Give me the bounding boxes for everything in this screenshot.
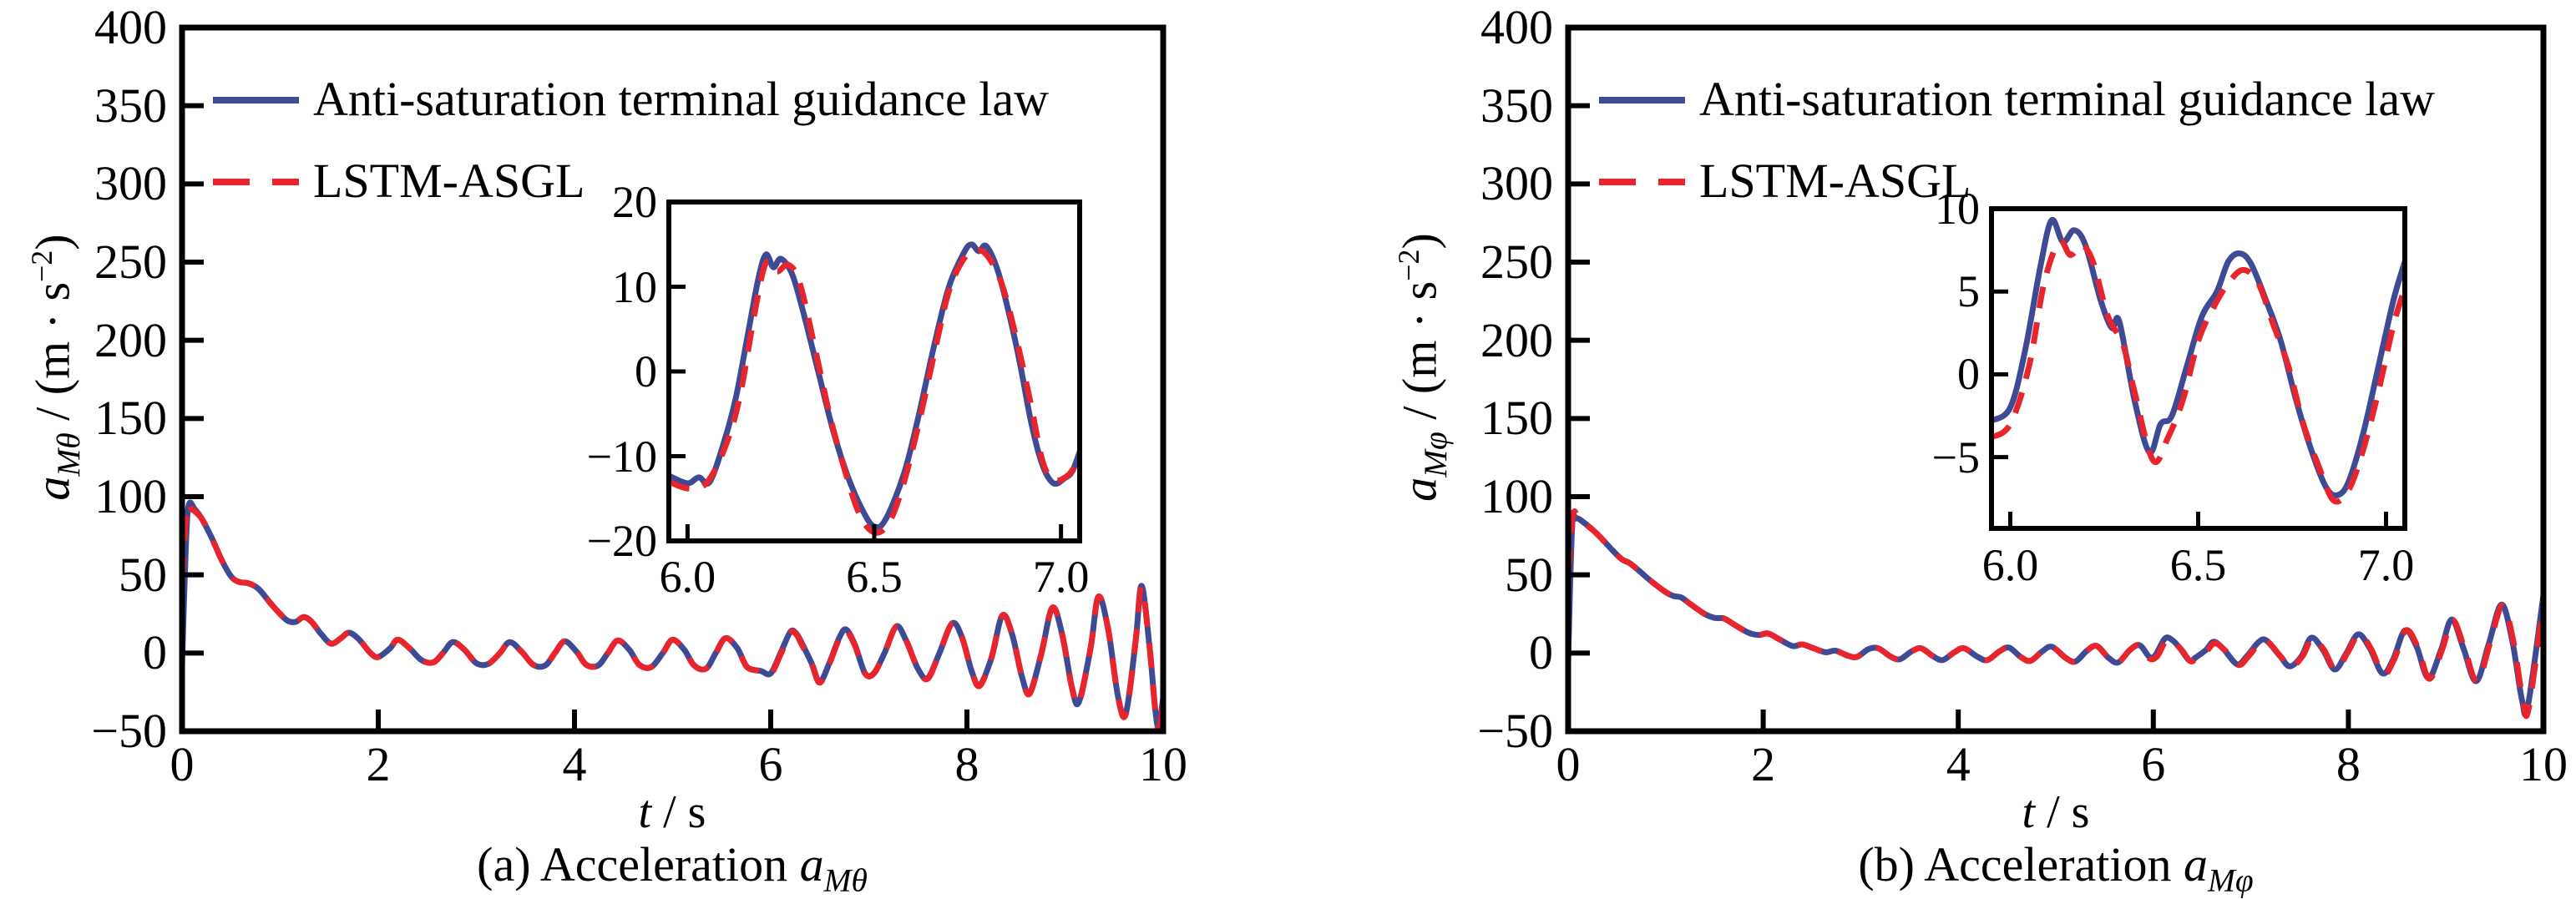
chart-b-frame — [1565, 24, 2547, 735]
chart-a-series-lstm-asgl — [182, 500, 1163, 731]
chart-a-y-tick-label: 200 — [94, 312, 167, 367]
chart-b-inset-x-tick-label: 6.0 — [1981, 540, 2039, 590]
chart-b-x-tick-label: 6 — [2141, 737, 2166, 791]
y-axis-exponent: −2 — [1392, 249, 1426, 281]
chart-b-y-tick-label: 350 — [1480, 78, 1553, 133]
chart-a-legend-label: Anti-saturation terminal guidance law — [313, 72, 1049, 126]
chart-b-y-tick-label: 400 — [1480, 0, 1553, 54]
chart-a-series-anti-saturation — [182, 499, 1163, 730]
chart-a-y-tick-label: 50 — [119, 547, 167, 602]
caption-text: Acceleration — [530, 837, 800, 891]
chart-a-inset-y-tick-label: 10 — [612, 261, 657, 312]
chart-b-inset-y-tick-label: 10 — [1935, 184, 1980, 234]
chart-b-x-tick-label: 8 — [2336, 737, 2361, 791]
chart-b-y-tick-label: 300 — [1480, 156, 1553, 211]
x-axis-label-a: t / s — [547, 785, 797, 839]
chart-b-legend-label: LSTM-ASGL — [1699, 154, 1971, 208]
chart-a-inset-x-tick-label: 6.5 — [846, 552, 903, 602]
x-axis-label-b: t / s — [1931, 785, 2181, 839]
chart-b-inset-y-tick-label: −5 — [1931, 432, 1980, 482]
y-axis-variable: a — [1392, 477, 1447, 502]
caption-variable: a — [2184, 837, 2209, 891]
chart-a-legend-label: LSTM-ASGL — [313, 154, 585, 208]
y-axis-label-b: aMφ / (m · s−2) — [1392, 233, 1454, 502]
chart-a-inset-series-anti-saturation — [669, 241, 1080, 531]
chart-b-inset-y-tick-label: 5 — [1957, 266, 1980, 317]
y-axis-unit-close: ) — [25, 234, 80, 250]
chart-b-x-tick-label: 4 — [1946, 737, 1971, 791]
chart-a-y-tick-label: 400 — [94, 0, 167, 54]
x-axis-variable: t — [2022, 786, 2036, 838]
chart-a-inset-x-tick-label: 7.0 — [1032, 552, 1090, 602]
chart-a-y-tick-label: 150 — [94, 391, 167, 446]
x-axis-unit: / s — [2035, 786, 2090, 838]
caption-subscript: Mθ — [823, 861, 868, 899]
chart-a-y-tick-label: −50 — [91, 704, 167, 758]
y-axis-unit: / (m · s — [1392, 280, 1447, 432]
chart-a-inset-frame — [666, 199, 1082, 543]
subplot-caption-a: (a) Acceleration aMθ — [213, 836, 1131, 896]
chart-a-y-tick-label: 0 — [143, 625, 167, 680]
chart-a-inset-series-lstm-asgl — [669, 247, 1080, 536]
caption-index: (a) — [477, 837, 531, 891]
caption-variable: a — [799, 837, 824, 891]
chart-a-x-tick-label: 0 — [170, 737, 195, 791]
x-axis-unit: / s — [651, 786, 706, 838]
y-axis-variable: a — [25, 476, 80, 501]
chart-a-x-tick-label: 8 — [954, 737, 979, 791]
chart-b-y-tick-label: 150 — [1480, 391, 1553, 446]
chart-a-y-tick-label: 250 — [94, 235, 167, 289]
chart-a-x-tick-label: 2 — [366, 737, 391, 791]
y-axis-exponent: −2 — [25, 250, 59, 282]
chart-b-series-lstm-asgl — [1568, 508, 2543, 720]
chart-b-legend-label: Anti-saturation terminal guidance law — [1699, 72, 2435, 126]
chart-b-y-tick-label: 0 — [1529, 625, 1553, 680]
chart-b-x-tick-label: 0 — [1556, 737, 1581, 791]
y-axis-unit: / (m · s — [25, 281, 80, 433]
chart-a-inset-x-tick-label: 6.0 — [659, 552, 716, 602]
chart-b-y-tick-label: −50 — [1477, 704, 1553, 758]
chart-b-inset-series-lstm-asgl — [1991, 238, 2405, 505]
x-axis-variable: t — [638, 786, 652, 838]
chart-a-inset-y-tick-label: −10 — [586, 431, 657, 482]
chart-a-frame — [179, 24, 1167, 735]
subplot-caption-b: (b) Acceleration aMφ — [1597, 836, 2515, 896]
chart-b-inset-series-anti-saturation — [1991, 216, 2405, 499]
chart-a-inset-y-tick-label: 20 — [612, 177, 657, 227]
chart-b-y-tick-label: 100 — [1480, 469, 1553, 523]
chart-b-x-tick-label: 2 — [1751, 737, 1776, 791]
chart-a-inset-y-tick-label: 0 — [635, 346, 657, 396]
chart-b-inset-x-tick-label: 7.0 — [2357, 540, 2415, 590]
y-axis-label-a: aMθ / (m · s−2) — [25, 234, 87, 501]
chart-a-x-tick-label: 10 — [1139, 737, 1187, 791]
chart-a-y-tick-label: 350 — [94, 78, 167, 133]
chart-a-inset-y-tick-label: −20 — [586, 516, 657, 566]
chart-b-y-tick-label: 200 — [1480, 312, 1553, 367]
caption-text: Acceleration — [1914, 837, 2184, 891]
chart-b-inset-y-tick-label: 0 — [1957, 349, 1980, 400]
chart-a-x-tick-label: 6 — [758, 737, 783, 791]
chart-b-inset-x-tick-label: 6.5 — [2169, 540, 2227, 590]
chart-a-y-tick-label: 300 — [94, 156, 167, 211]
y-axis-unit-close: ) — [1392, 233, 1447, 250]
y-axis-subscript: Mθ — [50, 432, 88, 477]
caption-index: (b) — [1858, 837, 1915, 891]
chart-a-x-tick-label: 4 — [562, 737, 587, 791]
caption-subscript: Mφ — [2208, 861, 2254, 899]
chart-b-y-tick-label: 250 — [1480, 235, 1553, 289]
chart-b-x-tick-label: 10 — [2519, 737, 2568, 791]
y-axis-subscript: Mφ — [1417, 432, 1455, 477]
chart-a-y-tick-label: 100 — [94, 469, 167, 523]
chart-b-y-tick-label: 50 — [1505, 547, 1553, 602]
